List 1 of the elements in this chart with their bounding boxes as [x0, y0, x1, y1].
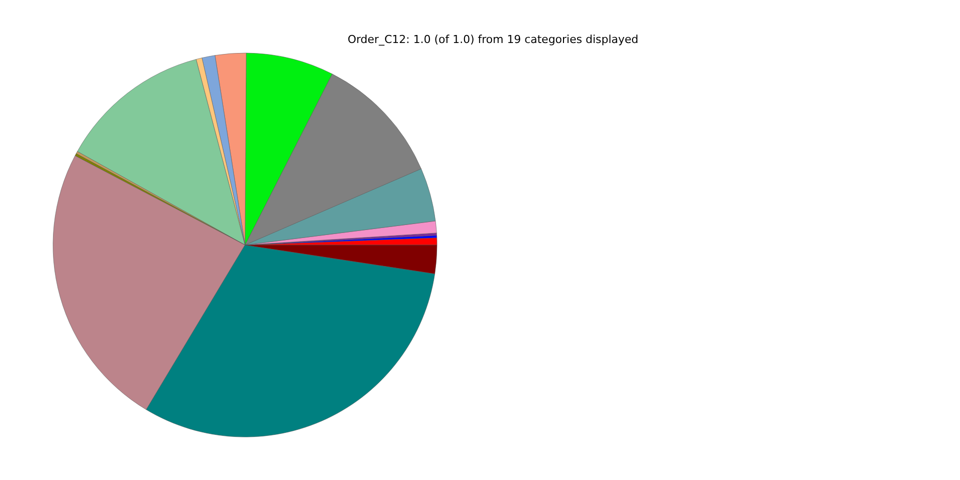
- text: Order_C12: 1.0 (of 1.0) from 19 categories displayed: [348, 33, 638, 46]
